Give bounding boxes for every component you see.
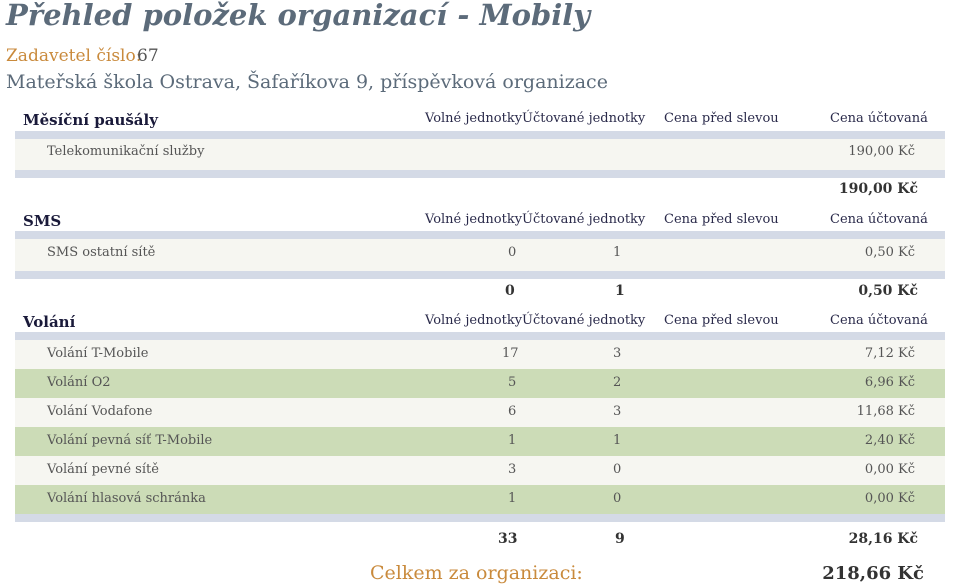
col-uctovane-jednotky: Účtované jednotky [522,313,646,328]
col-volne-jednotky: Volné jednotky [425,313,523,328]
table-row: Volání pevná síť T-Mobile 1 1 2,40 Kč [15,427,945,456]
row-volne: 1 [508,491,517,506]
section-title-sms: SMS [23,212,62,230]
row-volne: 6 [508,404,517,419]
table-row: Volání hlasová schránka 1 0 0,00 Kč [15,485,945,514]
col-uctovane-jednotky: Účtované jednotky [522,212,646,227]
row-uctovane: 3 [613,404,622,419]
col-cena-pred-slevou: Cena před slevou [664,212,779,227]
section-separator [15,514,945,522]
col-cena-pred-slevou: Cena před slevou [664,313,779,328]
col-cena-uctovana: Cena účtovaná [830,212,928,227]
row-name: Telekomunikační služby [47,144,205,159]
row-uctovane: 3 [613,346,622,361]
row-cena: 6,96 Kč [864,375,915,390]
section-total-volne: 33 [498,531,518,547]
row-name: Volání Vodafone [47,404,153,419]
row-name: Volání pevná síť T-Mobile [47,433,213,448]
row-volne: 1 [508,433,517,448]
table-row: Telekomunikační služby 190,00 Kč [15,139,945,170]
section-title-volani: Volání [23,313,76,331]
section-total-volne: 0 [505,283,515,299]
zadavatel-label: Zadavetel číslo: [6,46,142,66]
row-uctovane: 0 [613,491,622,506]
row-cena: 2,40 Kč [864,433,915,448]
row-cena: 11,68 Kč [856,404,915,419]
col-cena-uctovana: Cena účtovaná [830,111,928,126]
row-volne: 0 [508,245,517,260]
zadavatel-number: 67 [137,46,159,66]
table-row: Volání T-Mobile 17 3 7,12 Kč [15,340,945,369]
table-row: SMS ostatní sítě 0 1 0,50 Kč [15,239,945,271]
row-cena: 0,00 Kč [864,462,915,477]
grand-total-label: Celkem za organizaci: [370,562,583,584]
section-title-pausaly: Měsíční paušály [23,111,158,129]
col-cena-pred-slevou: Cena před slevou [664,111,779,126]
row-cena: 0,50 Kč [864,245,915,260]
col-volne-jednotky: Volné jednotky [425,111,523,126]
table-row: Volání pevné sítě 3 0 0,00 Kč [15,456,945,485]
col-volne-jednotky: Volné jednotky [425,212,523,227]
row-volne: 3 [508,462,517,477]
grand-total-value: 218,66 Kč [822,563,924,584]
row-cena: 190,00 Kč [848,144,915,159]
row-name: Volání T-Mobile [47,346,149,361]
row-name: Volání O2 [47,375,111,390]
section-total-uctovane: 9 [615,531,625,547]
page-title: Přehled položek organizací - Mobily [6,0,591,32]
header-separator [15,231,945,239]
row-uctovane: 0 [613,462,622,477]
row-cena: 7,12 Kč [864,346,915,361]
col-cena-uctovana: Cena účtovaná [830,313,928,328]
row-uctovane: 1 [613,433,622,448]
organization-name: Mateřská škola Ostrava, Šafaříkova 9, př… [6,71,608,93]
section-total-uctovane: 1 [615,283,625,299]
section-separator [15,170,945,178]
table-row: Volání O2 5 2 6,96 Kč [15,369,945,398]
section-total-cena: 0,50 Kč [858,283,918,299]
row-volne: 5 [508,375,517,390]
row-uctovane: 2 [613,375,622,390]
section-total-cena: 28,16 Kč [848,531,918,547]
header-separator [15,332,945,340]
header-separator [15,131,945,139]
col-uctovane-jednotky: Účtované jednotky [522,111,646,126]
table-row: Volání Vodafone 6 3 11,68 Kč [15,398,945,427]
row-cena: 0,00 Kč [864,491,915,506]
section-total-cena: 190,00 Kč [838,181,918,197]
section-separator [15,271,945,279]
row-uctovane: 1 [613,245,622,260]
row-volne: 17 [502,346,519,361]
row-name: Volání pevné sítě [47,462,159,477]
row-name: Volání hlasová schránka [47,491,206,506]
row-name: SMS ostatní sítě [47,245,156,260]
